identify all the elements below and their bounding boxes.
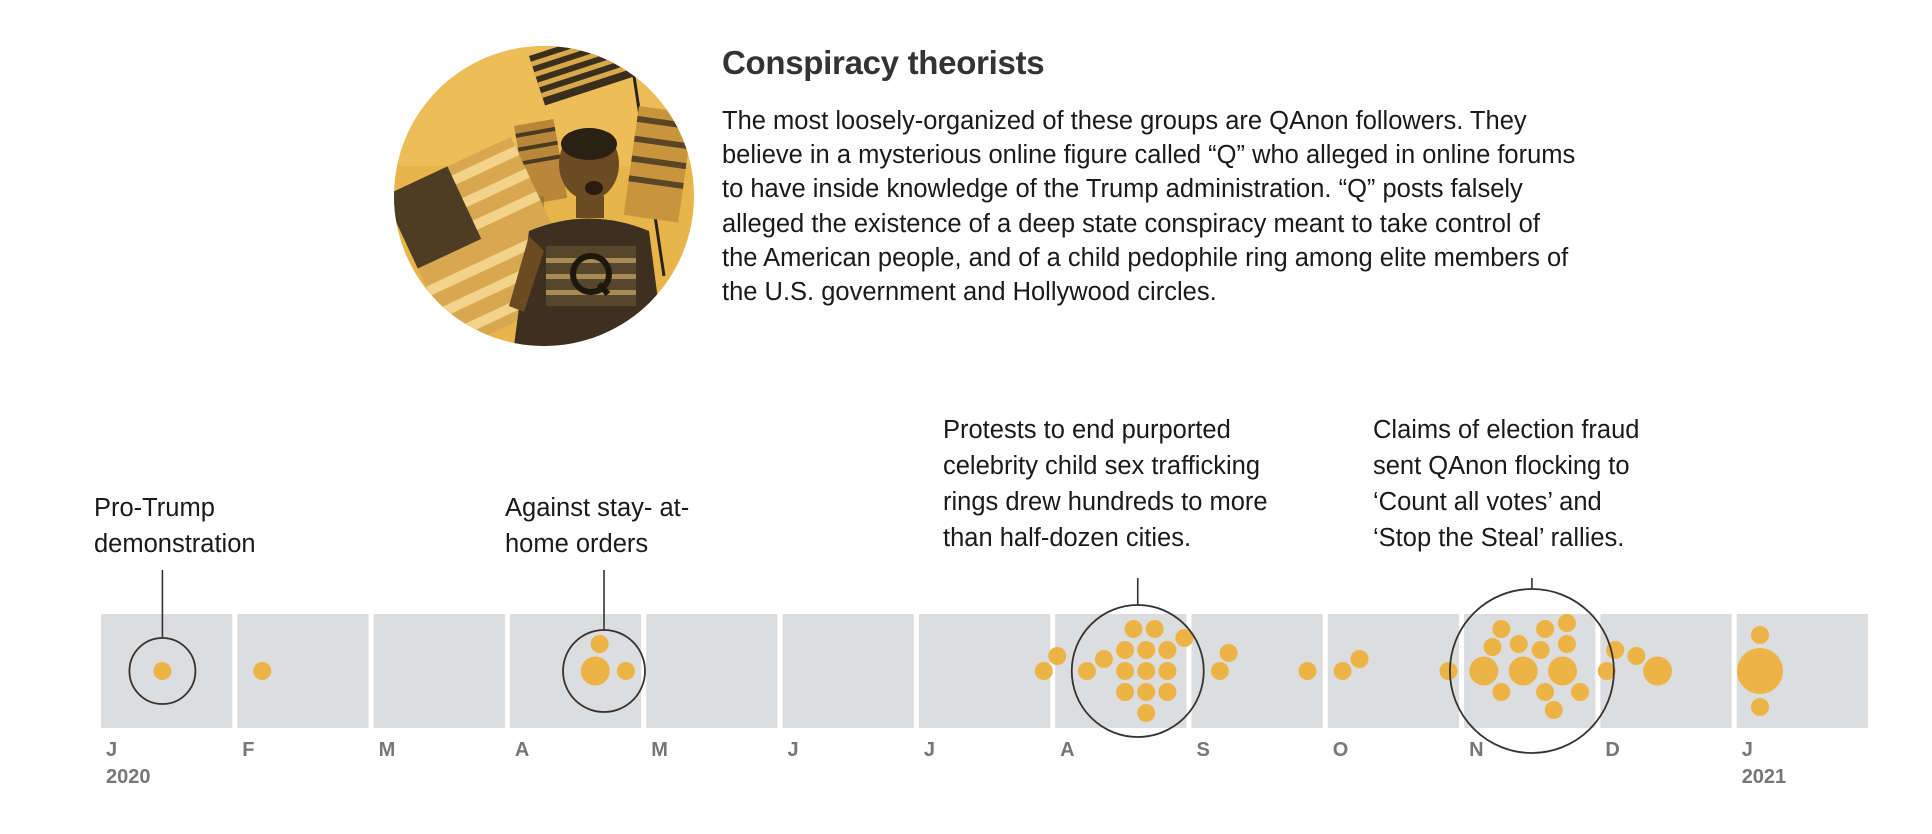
month-tick-label: S: [1196, 739, 1209, 761]
month-tick-label: A: [515, 739, 529, 761]
month-tick-label: O: [1333, 739, 1349, 761]
month-tick-label: F: [242, 739, 254, 761]
event-dot: [1137, 683, 1155, 701]
event-dot: [1484, 638, 1502, 656]
month-band: [783, 614, 914, 728]
event-dot: [1571, 683, 1589, 701]
event-dot: [1492, 683, 1510, 701]
event-dot: [153, 662, 171, 680]
event-dot: [1469, 657, 1498, 686]
event-dot: [1298, 662, 1316, 680]
event-dot: [617, 662, 635, 680]
event-dot: [1211, 662, 1229, 680]
event-dot: [1116, 641, 1134, 659]
event-dot: [1095, 650, 1113, 668]
event-dot: [1116, 662, 1134, 680]
month-tick-label: A: [1060, 739, 1074, 761]
event-dot: [1492, 620, 1510, 638]
event-dot: [1558, 614, 1576, 632]
event-dot: [1737, 648, 1783, 694]
month-tick-label: N: [1469, 739, 1483, 761]
year-tick-label: 2021: [1742, 766, 1787, 788]
month-band: [919, 614, 1050, 728]
event-dot: [1643, 657, 1672, 686]
event-dot: [1158, 662, 1176, 680]
month-band: [374, 614, 505, 728]
event-dot: [1351, 650, 1369, 668]
event-dot: [1751, 698, 1769, 716]
event-dot: [1158, 641, 1176, 659]
event-dot: [1078, 662, 1096, 680]
event-dot: [1510, 635, 1528, 653]
year-tick-label: 2020: [106, 766, 151, 788]
event-dot: [1048, 647, 1066, 665]
month-tick-label: J: [788, 739, 799, 761]
event-dot: [1558, 635, 1576, 653]
event-dot: [1035, 662, 1053, 680]
event-dot: [1158, 683, 1176, 701]
month-tick-labels: J F M A M J J A S O N D J 2020 2021: [106, 739, 1786, 788]
event-dot: [1334, 662, 1352, 680]
month-tick-label: J: [924, 739, 935, 761]
event-dot: [1220, 644, 1238, 662]
event-dot: [1146, 620, 1164, 638]
month-tick-label: J: [1742, 739, 1753, 761]
event-dot: [1116, 683, 1134, 701]
event-dot: [1545, 701, 1563, 719]
event-dot: [591, 635, 609, 653]
event-dot: [1125, 620, 1143, 638]
event-dot: [1137, 641, 1155, 659]
event-dot: [1548, 657, 1577, 686]
event-dot: [1536, 683, 1554, 701]
event-dot: [1509, 657, 1538, 686]
event-dot: [1627, 647, 1645, 665]
month-tick-label: J: [106, 739, 117, 761]
event-dot: [581, 657, 610, 686]
event-dot: [253, 662, 271, 680]
event-dot: [1439, 662, 1457, 680]
event-dot: [1137, 662, 1155, 680]
month-tick-label: D: [1605, 739, 1619, 761]
month-band: [646, 614, 777, 728]
event-dot: [1536, 620, 1554, 638]
event-dot: [1532, 641, 1550, 659]
event-dot: [1137, 704, 1155, 722]
month-tick-label: M: [379, 739, 396, 761]
month-tick-label: M: [651, 739, 668, 761]
event-dot: [1751, 626, 1769, 644]
